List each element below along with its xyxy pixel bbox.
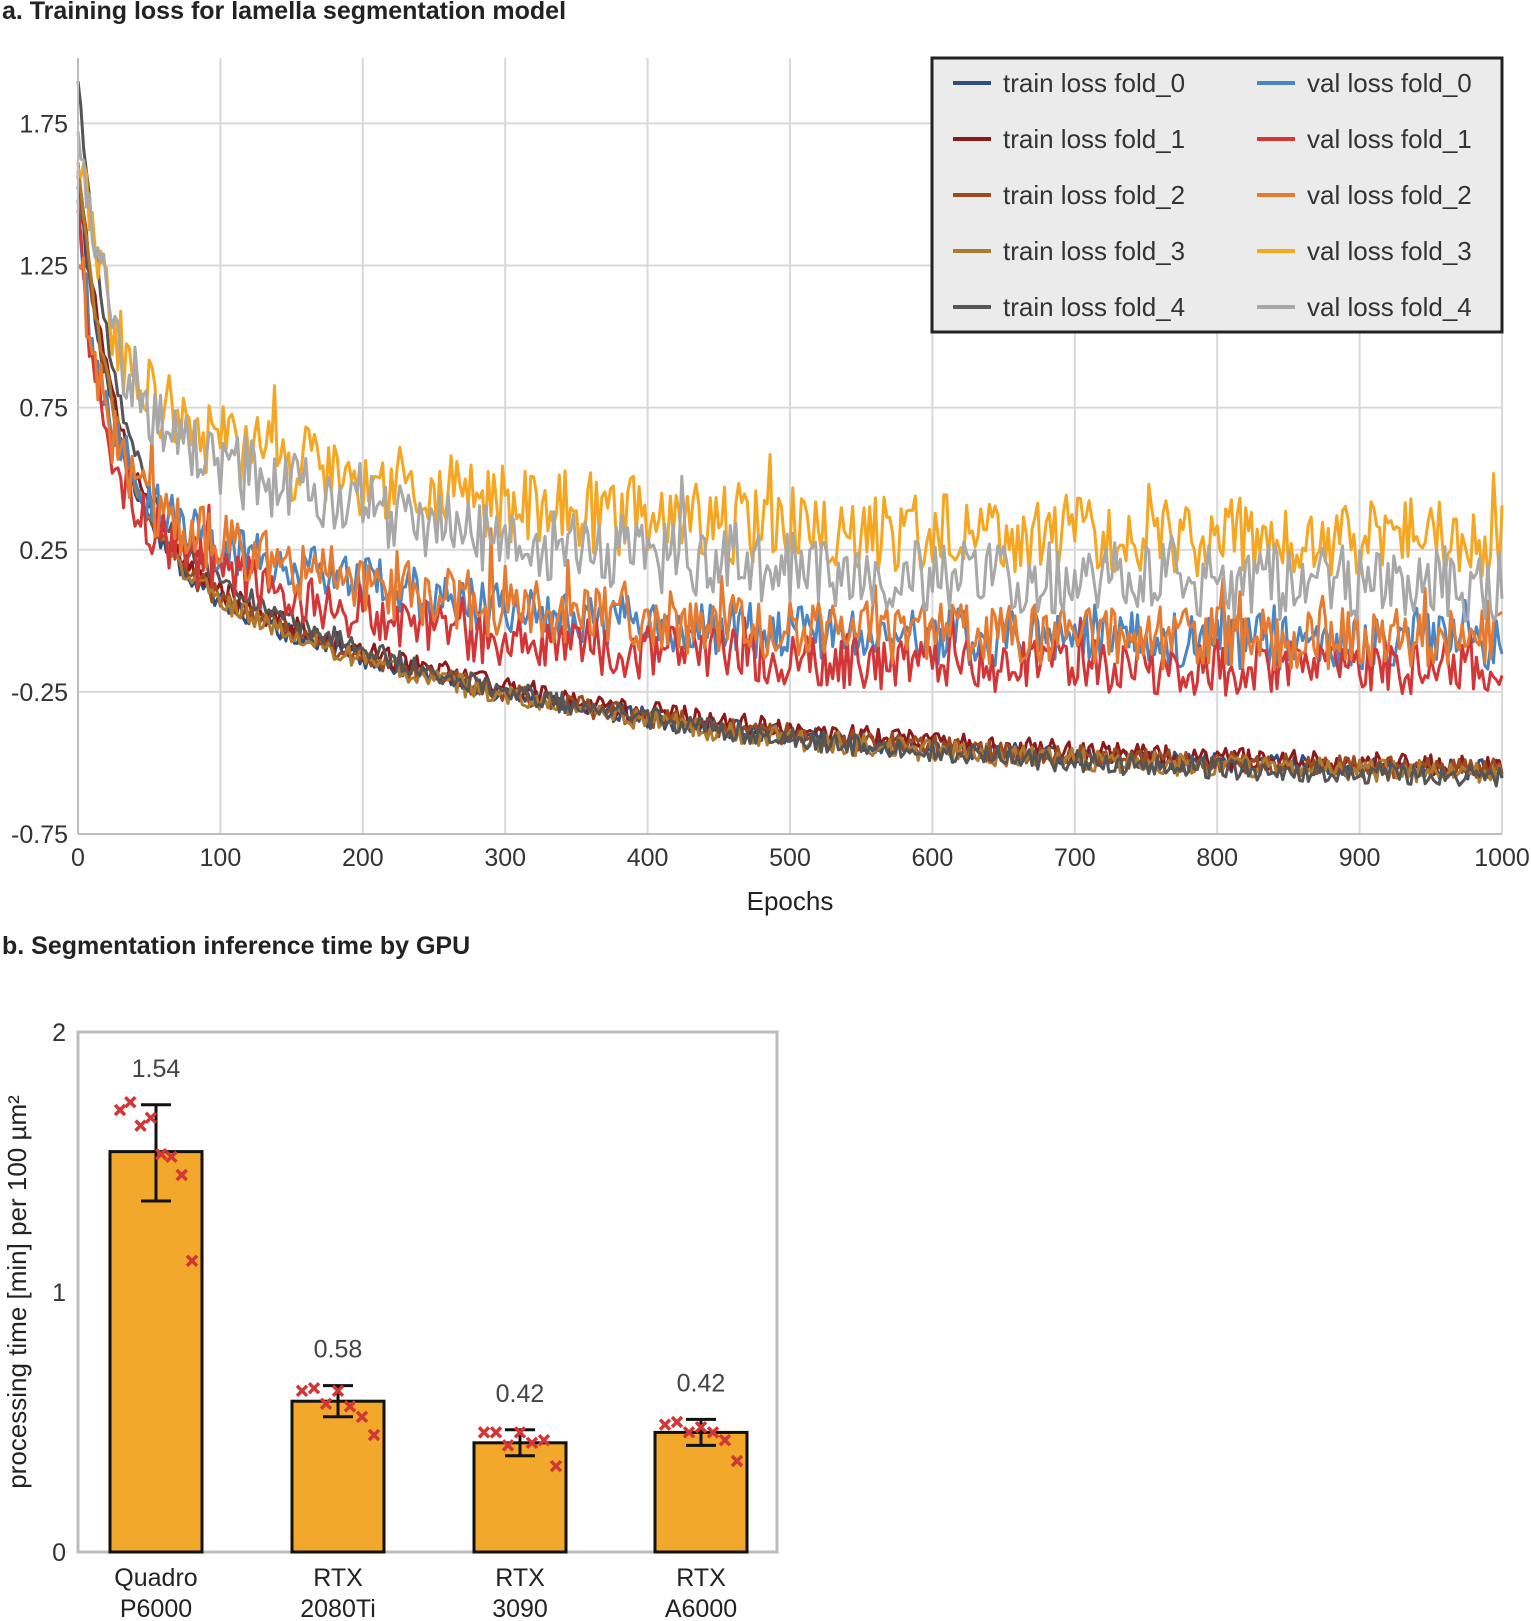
legend-box — [930, 56, 1504, 334]
data-point — [307, 1381, 321, 1395]
value-label: 1.54 — [132, 1055, 181, 1083]
y-tick-label: 0.75 — [19, 395, 68, 423]
loss-line-chart: 0 100 200 300 400 500 600 700 800 900 1000 -0.75 -0.… — [11, 56, 1530, 916]
x-tick-label: 800 — [1196, 844, 1238, 872]
legend-label: train loss fold_4 — [1003, 292, 1185, 322]
category-label: A6000 — [665, 1595, 737, 1621]
legend-label: val loss fold_2 — [1307, 180, 1472, 210]
category-label: RTX — [676, 1564, 726, 1592]
data-point — [185, 1254, 199, 1268]
legend-label: val loss fold_4 — [1307, 292, 1472, 322]
x-axis-label: Epochs — [747, 886, 834, 916]
data-point — [489, 1426, 503, 1439]
data-point — [355, 1410, 369, 1424]
data-point — [134, 1119, 147, 1132]
x-tick-label: 500 — [769, 844, 811, 872]
data-point — [658, 1418, 672, 1431]
x-tick-label: 300 — [484, 844, 526, 872]
x-tick-label: 600 — [912, 844, 954, 872]
data-point — [319, 1397, 333, 1411]
y-tick-label: 2 — [52, 1019, 66, 1047]
y-axis-label: processing time [min] per 100 µm² — [2, 1095, 32, 1489]
x-tick-label: 400 — [627, 844, 669, 872]
data-point — [343, 1400, 357, 1413]
data-point — [682, 1426, 696, 1439]
data-point — [694, 1420, 708, 1434]
value-label: 0.42 — [496, 1380, 545, 1408]
data-point — [113, 1103, 127, 1117]
category-label: RTX — [495, 1564, 545, 1592]
data-point — [295, 1384, 309, 1398]
x-tick-label: 0 — [71, 844, 85, 872]
legend-label: val loss fold_1 — [1307, 124, 1472, 154]
data-point — [331, 1384, 345, 1398]
category-label: RTX — [313, 1564, 363, 1592]
y-tick-label: -0.25 — [11, 679, 68, 707]
category-label: P6000 — [120, 1595, 192, 1621]
x-tick-label: 700 — [1054, 844, 1096, 872]
bar — [472, 1441, 568, 1554]
series-line — [76, 81, 1504, 788]
legend-label: train loss fold_1 — [1003, 124, 1185, 154]
series-line — [76, 131, 1504, 623]
series-line — [76, 161, 1504, 578]
bar — [108, 1150, 204, 1554]
data-point — [513, 1426, 527, 1439]
value-label: 0.42 — [677, 1369, 726, 1397]
legend-label: val loss fold_0 — [1307, 68, 1472, 98]
series-line — [76, 209, 1504, 697]
y-tick-label: 0.25 — [19, 537, 68, 565]
y-tick-label: 1 — [52, 1279, 66, 1307]
category-label: Quadro — [114, 1564, 197, 1592]
data-point — [706, 1426, 720, 1439]
panel-b-title: b. Segmentation inference time by GPU — [2, 932, 471, 960]
series-line — [76, 162, 1504, 784]
category-label: 2080Ti — [300, 1595, 376, 1621]
bar — [653, 1430, 749, 1554]
x-tick-label: 100 — [200, 844, 242, 872]
value-label: 0.58 — [314, 1336, 363, 1364]
bar — [290, 1399, 386, 1554]
data-point — [718, 1433, 732, 1447]
plot-frame — [76, 1030, 779, 1554]
data-point — [670, 1415, 684, 1429]
data-point — [367, 1428, 381, 1442]
data-point — [477, 1426, 491, 1439]
legend-label: train loss fold_0 — [1003, 68, 1185, 98]
data-point — [730, 1454, 744, 1468]
data-point — [144, 1111, 158, 1125]
data-point — [165, 1150, 178, 1164]
category-label: 3090 — [492, 1595, 548, 1621]
data-point — [501, 1439, 515, 1452]
panel-a-title: a. Training loss for lamella segmentatio… — [2, 0, 567, 25]
legend-label: train loss fold_3 — [1003, 236, 1185, 266]
x-tick-label: 900 — [1339, 844, 1381, 872]
data-point — [549, 1459, 563, 1473]
x-tick-label: 1000 — [1474, 844, 1530, 872]
y-tick-label: 1.75 — [19, 110, 68, 138]
data-point — [154, 1147, 168, 1161]
y-tick-label: 1.25 — [19, 253, 68, 281]
y-tick-label: 0 — [52, 1539, 66, 1567]
legend-label: train loss fold_2 — [1003, 180, 1185, 210]
legend-label: val loss fold_3 — [1307, 236, 1472, 266]
x-tick-label: 200 — [342, 844, 384, 872]
data-point — [525, 1436, 539, 1450]
data-point — [175, 1168, 188, 1182]
y-tick-label: -0.75 — [11, 821, 68, 849]
data-point — [124, 1095, 137, 1109]
data-point — [537, 1433, 551, 1447]
